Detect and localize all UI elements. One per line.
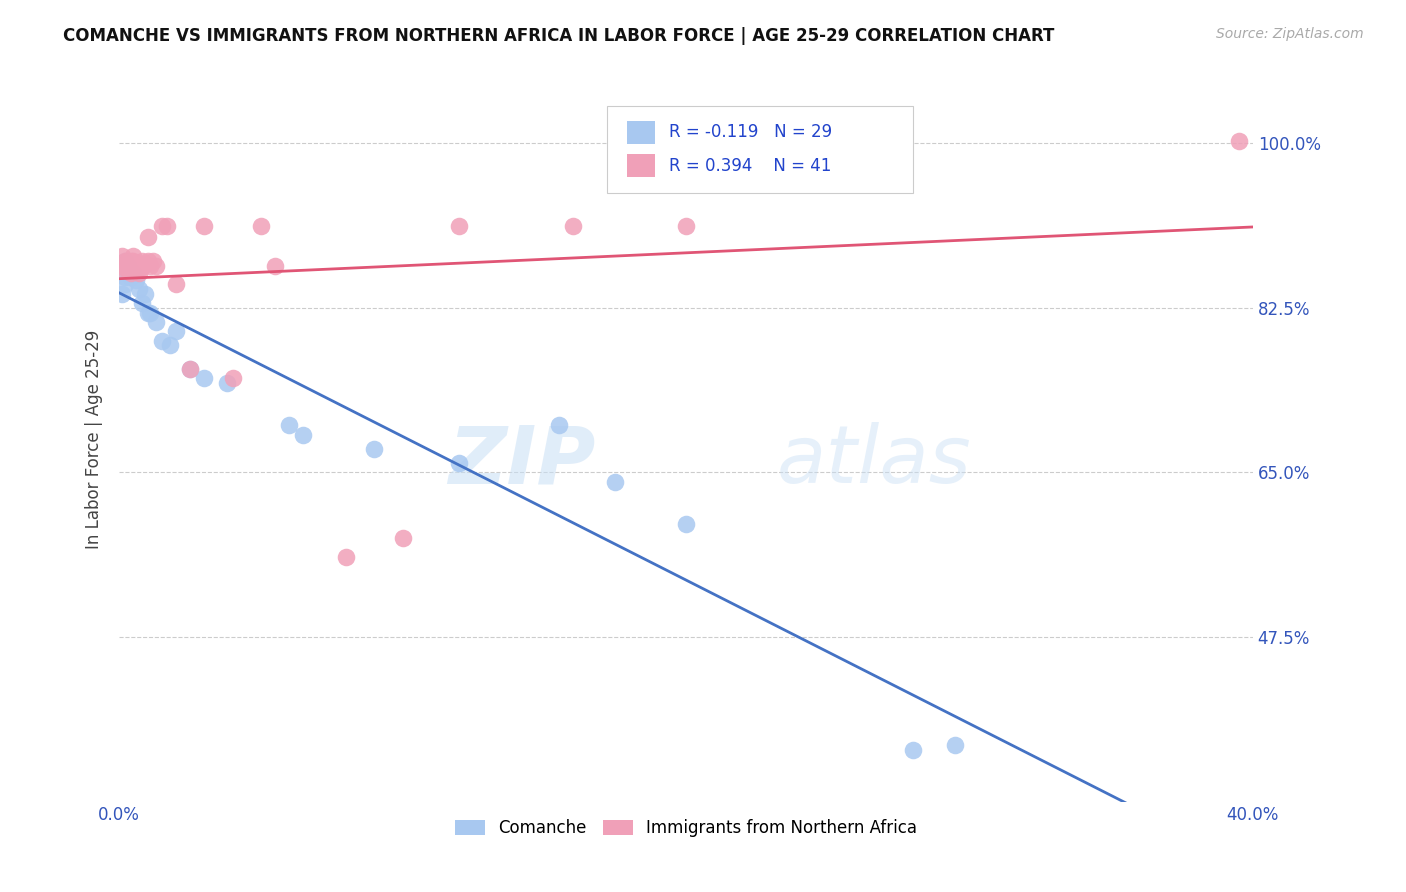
Point <box>111 249 134 263</box>
Point <box>179 362 201 376</box>
Point <box>675 219 697 233</box>
Point <box>193 219 215 233</box>
Point <box>117 259 139 273</box>
Point <box>264 259 287 273</box>
Point <box>117 253 139 268</box>
Text: Source: ZipAtlas.com: Source: ZipAtlas.com <box>1216 27 1364 41</box>
Point <box>114 253 136 268</box>
Point <box>111 286 134 301</box>
Point <box>136 230 159 244</box>
Point <box>114 253 136 268</box>
Point <box>128 282 150 296</box>
Point <box>363 442 385 456</box>
Point <box>134 286 156 301</box>
Point <box>125 272 148 286</box>
Point <box>449 219 471 233</box>
Point <box>675 517 697 532</box>
Point <box>131 259 153 273</box>
Point <box>156 219 179 233</box>
Point <box>122 253 145 268</box>
Point <box>145 259 167 273</box>
Point <box>131 253 153 268</box>
Point <box>165 277 187 292</box>
Point <box>250 219 273 233</box>
Point <box>150 219 173 233</box>
Point <box>117 259 139 273</box>
Text: R = 0.394    N = 41: R = 0.394 N = 41 <box>669 157 831 175</box>
Point <box>125 263 148 277</box>
Text: R = -0.119   N = 29: R = -0.119 N = 29 <box>669 123 832 142</box>
Point <box>221 371 243 385</box>
Point <box>391 531 413 545</box>
Point <box>278 418 301 433</box>
Point <box>114 269 136 284</box>
Point <box>605 475 627 489</box>
Point <box>125 259 148 273</box>
Text: atlas: atlas <box>776 422 972 500</box>
Point <box>117 263 139 277</box>
Text: COMANCHE VS IMMIGRANTS FROM NORTHERN AFRICA IN LABOR FORCE | AGE 25-29 CORRELATI: COMANCHE VS IMMIGRANTS FROM NORTHERN AFR… <box>63 27 1054 45</box>
Point <box>215 376 238 390</box>
Point <box>193 371 215 385</box>
Legend: Comanche, Immigrants from Northern Africa: Comanche, Immigrants from Northern Afric… <box>449 813 924 844</box>
Point <box>139 305 162 319</box>
Point <box>114 263 136 277</box>
Point <box>150 334 173 348</box>
Point <box>561 219 583 233</box>
Point <box>131 296 153 310</box>
Point <box>122 259 145 273</box>
Bar <box>627 154 655 178</box>
Point <box>335 550 357 565</box>
Y-axis label: In Labor Force | Age 25-29: In Labor Force | Age 25-29 <box>86 330 103 549</box>
Point <box>136 305 159 319</box>
Point <box>120 260 142 275</box>
Point <box>122 249 145 263</box>
Point <box>145 315 167 329</box>
Point <box>159 338 181 352</box>
Point <box>120 253 142 268</box>
Point <box>139 259 162 273</box>
Point <box>292 427 315 442</box>
Point <box>136 253 159 268</box>
Point <box>120 269 142 284</box>
Point <box>134 257 156 271</box>
Point <box>111 259 134 273</box>
Point <box>943 738 966 752</box>
Bar <box>627 121 655 145</box>
Point <box>165 324 187 338</box>
Point <box>179 362 201 376</box>
Point <box>449 456 471 470</box>
Point <box>901 743 924 757</box>
Point <box>131 260 153 275</box>
Text: ZIP: ZIP <box>449 422 595 500</box>
Point <box>122 266 145 280</box>
Point <box>128 259 150 273</box>
Point <box>114 259 136 273</box>
Point <box>547 418 569 433</box>
Bar <box>607 106 912 194</box>
Point <box>1227 135 1250 149</box>
Point <box>128 266 150 280</box>
Point <box>114 277 136 292</box>
Point <box>120 266 142 280</box>
Point <box>142 253 165 268</box>
